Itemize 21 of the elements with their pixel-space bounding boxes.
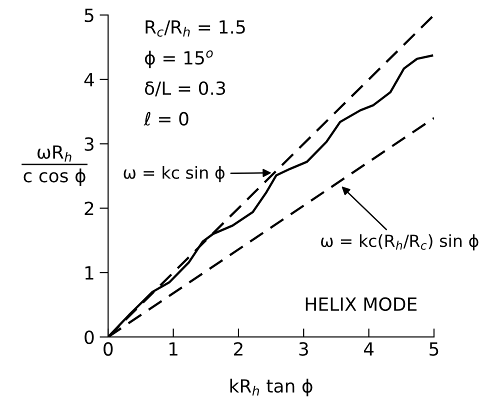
annotation: δ/L = 0.3	[144, 81, 226, 96]
x-tick-label: 2	[234, 342, 242, 356]
y-axis-title: ωR$_{h}$ c cos ϕ	[24, 145, 86, 186]
x-tick-label: 0	[104, 342, 113, 356]
annotation: HELIX MODE	[306, 297, 417, 311]
x-tick-label: 3	[299, 342, 308, 356]
annotation: R$_{c}$/R$_{h}$ = 1.5	[146, 20, 245, 37]
y-tick-label: 1	[85, 266, 94, 280]
y-tick-label: 3	[84, 137, 94, 151]
y-tick-label: 4	[84, 73, 94, 86]
y-tick-label: 0	[84, 330, 94, 344]
x-tick-label: 5	[430, 342, 438, 356]
annotation: ℓ = 0	[144, 112, 188, 126]
annotation: ϕ = 15$^{o}$	[144, 50, 213, 68]
y-tick-label: 5	[84, 8, 94, 22]
x-tick-label: 4	[364, 342, 374, 356]
x-tick-label: 1	[170, 342, 178, 356]
y-tick-label: 2	[84, 202, 94, 216]
annotation: ω = kc sin ϕ	[124, 166, 224, 182]
x-axis-title: kR$_{h}$ tan ϕ	[230, 378, 312, 396]
annotation: ω = kc(R$_{h}$/R$_{c}$) sin ϕ	[321, 234, 478, 250]
